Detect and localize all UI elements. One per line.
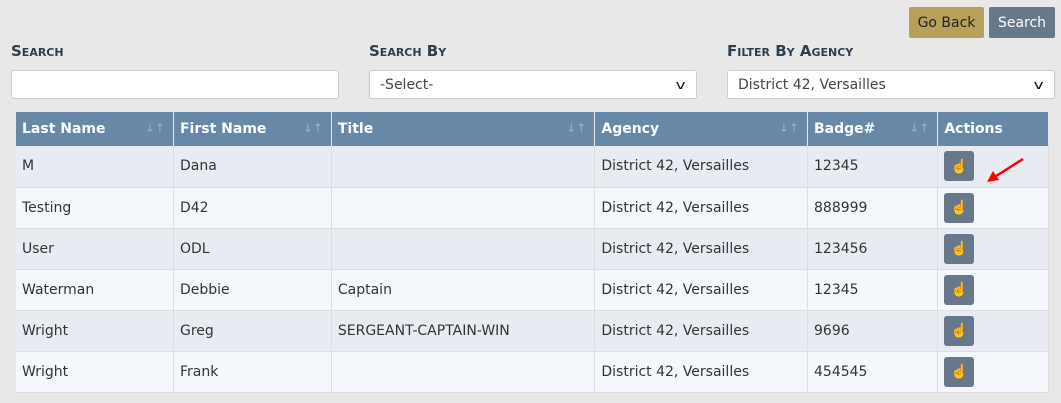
sort-icon[interactable]: ↓↑ <box>566 121 587 135</box>
actions-cell: ☝ <box>937 228 1049 270</box>
actions-cell: ☝ <box>937 187 1049 229</box>
table-cell: Testing <box>16 187 174 229</box>
table-cell: Dana <box>173 146 332 188</box>
table-row: Testing D42 District 42, Versailles 888999 ☝ <box>16 187 1049 229</box>
search-by-select[interactable]: -Select-v <box>369 70 697 99</box>
sort-icon[interactable]: ↓↑ <box>302 121 323 135</box>
table-cell: User <box>16 228 174 270</box>
column-header[interactable]: Last Name ↓↑ <box>16 112 174 146</box>
table-cell: District 42, Versailles <box>594 146 809 188</box>
table-cell: D42 <box>173 187 332 229</box>
sort-icon[interactable]: ↓↑ <box>909 121 930 135</box>
header-label: Agency <box>601 121 660 137</box>
table-cell: Wright <box>16 310 174 352</box>
chevron-down-icon: v <box>1033 78 1044 92</box>
table-cell: District 42, Versailles <box>594 187 809 229</box>
table-cell: Waterman <box>16 269 174 311</box>
actions-cell: ☝ <box>937 269 1049 311</box>
table-row: Waterman Debbie Captain District 42, Versai… <box>16 269 1049 311</box>
table-cell <box>331 187 596 229</box>
table-cell: District 42, Versailles <box>594 351 809 393</box>
table-row: Wright Greg SERGEANT-CAPTAIN-WIN District 4… <box>16 310 1049 352</box>
table-cell: M <box>16 146 174 188</box>
table-row: Wright Frank District 42, Versailles 454545… <box>16 351 1049 393</box>
select-row-button[interactable]: ☝ <box>944 192 975 223</box>
table-cell: 888999 <box>807 187 939 229</box>
select-row-button[interactable]: ☝ <box>944 315 975 346</box>
chevron-down-icon: v <box>675 78 686 92</box>
search-button[interactable]: Search <box>989 7 1055 38</box>
column-header[interactable]: Badge# ↓↑ <box>807 112 939 146</box>
hand-pointer-icon: ☝ <box>950 363 969 379</box>
search-input[interactable] <box>11 70 339 99</box>
table-cell: 12345 <box>807 146 939 188</box>
hand-pointer-icon: ☝ <box>950 322 969 338</box>
table-cell: 12345 <box>807 269 939 311</box>
table-cell: ODL <box>173 228 332 270</box>
table-cell <box>331 228 596 270</box>
table-cell: Greg <box>173 310 332 352</box>
red-arrow-annotation <box>987 157 1024 182</box>
column-header: Actions <box>937 112 1049 146</box>
header-label: First Name <box>179 121 267 137</box>
table-cell: 123456 <box>807 228 939 270</box>
table-cell: District 42, Versailles <box>594 228 809 270</box>
column-header[interactable]: Agency ↓↑ <box>594 112 809 146</box>
hand-pointer-icon: ☝ <box>950 157 969 174</box>
table-cell: 9696 <box>807 310 939 352</box>
filter-agency-label: Filter By Agency <box>727 42 854 60</box>
table-row: M Dana District 42, Versailles 12345 ☝ <box>16 146 1049 188</box>
header-label: Title <box>337 121 374 137</box>
table-cell: Wright <box>16 351 174 393</box>
search-by-label: Search By <box>369 42 447 60</box>
select-row-button[interactable]: ☝ <box>944 274 975 305</box>
select-row-button[interactable]: ☝ <box>944 356 975 387</box>
header-label: Last Name <box>22 121 106 137</box>
table-cell: District 42, Versailles <box>594 269 809 311</box>
agency-select[interactable]: District 42, Versailles v <box>727 70 1055 99</box>
table-cell: 454545 <box>807 351 939 393</box>
header-label: Badge# <box>814 121 876 137</box>
table-row: User ODL District 42, Versailles 123456 ☝ <box>16 228 1049 270</box>
agency-value: District 42, Versailles <box>738 77 886 93</box>
sort-icon[interactable]: ↓↑ <box>144 121 165 135</box>
results-table: Last Name ↓↑ First Name ↓↑ Title ↓↑ Agency ↓↑ Ba… <box>16 112 1049 393</box>
search-by-value: -Select- <box>380 77 434 93</box>
column-header[interactable]: First Name ↓↑ <box>173 112 332 146</box>
table-cell <box>331 351 596 393</box>
search-label: Search <box>11 42 64 60</box>
select-row-button[interactable]: ☝ <box>944 233 975 264</box>
hand-pointer-icon: ☝ <box>950 240 969 256</box>
sort-icon[interactable]: ↓↑ <box>778 121 800 135</box>
column-header[interactable]: Title ↓↑ <box>331 112 596 146</box>
actions-cell: ☝ <box>937 310 1049 352</box>
actions-cell: ☝ <box>937 351 1049 393</box>
table-cell: Frank <box>173 351 332 393</box>
hand-pointer-icon: ☝ <box>950 281 969 297</box>
table-cell <box>331 146 596 188</box>
select-row-button[interactable]: ☝ <box>944 151 975 182</box>
table-cell: District 42, Versailles <box>594 310 809 352</box>
header-label: Actions <box>944 121 1003 137</box>
table-cell: SERGEANT-CAPTAIN-WIN <box>331 310 596 352</box>
hand-pointer-icon: ☝ <box>950 199 969 215</box>
table-cell: Captain <box>331 269 596 311</box>
table-cell: Debbie <box>173 269 332 311</box>
go-back-button[interactable]: Go Back <box>909 7 984 38</box>
